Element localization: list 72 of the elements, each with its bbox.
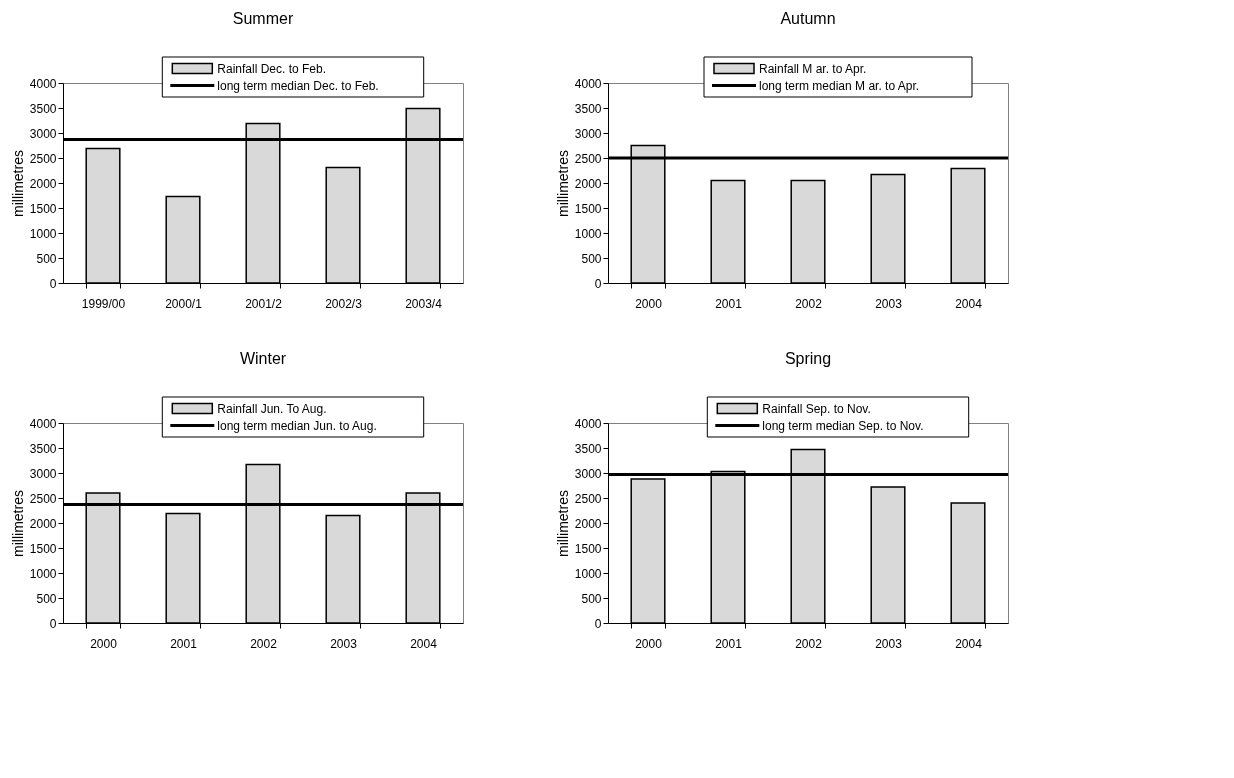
y-tick-label: 1500 bbox=[574, 541, 602, 556]
x-tick-label: 2004 bbox=[955, 636, 983, 651]
y-tick-label: 1500 bbox=[29, 201, 57, 216]
y-tick-label: 2500 bbox=[574, 151, 602, 166]
x-tick-label: 2002 bbox=[250, 636, 278, 651]
y-axis-title: millimetres bbox=[9, 490, 26, 557]
y-tick-label: 4000 bbox=[29, 76, 57, 91]
y-tick-label: 3000 bbox=[29, 466, 57, 481]
chart-title: Summer bbox=[232, 9, 294, 27]
y-tick-label: 3000 bbox=[29, 126, 57, 141]
x-tick-label: 2000 bbox=[635, 296, 663, 311]
y-axis-title: millimetres bbox=[9, 150, 26, 217]
legend-label: Rainfall Jun. To Aug. bbox=[217, 401, 327, 416]
x-tick-label: 2002 bbox=[795, 636, 823, 651]
x-tick-label: 2000 bbox=[635, 636, 663, 651]
x-tick-label: 2003/4 bbox=[405, 296, 443, 311]
y-tick-label: 4000 bbox=[574, 416, 602, 431]
y-tick-label: 3500 bbox=[29, 441, 57, 456]
y-tick-label: 500 bbox=[36, 591, 57, 606]
chart-title: Spring bbox=[784, 349, 832, 367]
y-tick-label: 1000 bbox=[29, 226, 57, 241]
x-tick-label: 2004 bbox=[955, 296, 983, 311]
y-tick-label: 2500 bbox=[29, 491, 57, 506]
x-tick-label: 2001/2 bbox=[245, 296, 283, 311]
x-tick-label: 2002 bbox=[795, 296, 823, 311]
y-tick-label: 4000 bbox=[574, 76, 602, 91]
y-tick-label: 500 bbox=[36, 251, 57, 266]
y-tick-label: 0 bbox=[594, 616, 602, 631]
legend-label: long term median Jun. to Aug. bbox=[217, 418, 377, 433]
x-tick-label: 2001 bbox=[715, 636, 743, 651]
y-tick-label: 1500 bbox=[574, 201, 602, 216]
y-tick-label: 0 bbox=[49, 276, 57, 291]
x-tick-label: 2003 bbox=[875, 296, 903, 311]
x-tick-label: 2002/3 bbox=[325, 296, 363, 311]
x-tick-label: 2000/1 bbox=[165, 296, 203, 311]
y-tick-label: 0 bbox=[594, 276, 602, 291]
y-tick-label: 3500 bbox=[574, 101, 602, 116]
y-tick-label: 2500 bbox=[574, 491, 602, 506]
legend-label: Rainfall M ar. to Apr. bbox=[759, 61, 867, 76]
y-tick-label: 1500 bbox=[29, 541, 57, 556]
x-tick-label: 2003 bbox=[875, 636, 903, 651]
y-tick-label: 3500 bbox=[574, 441, 602, 456]
y-tick-label: 2000 bbox=[29, 176, 57, 191]
legend-label: Rainfall Sep. to Nov. bbox=[762, 401, 871, 416]
x-tick-label: 2000 bbox=[90, 636, 118, 651]
chart-title: Winter bbox=[239, 349, 287, 367]
y-tick-label: 4000 bbox=[29, 416, 57, 431]
x-tick-label: 2001 bbox=[170, 636, 198, 651]
y-tick-label: 2500 bbox=[29, 151, 57, 166]
y-tick-label: 2000 bbox=[574, 176, 602, 191]
legend-label: Rainfall Dec. to Feb. bbox=[217, 61, 327, 76]
y-tick-label: 1000 bbox=[29, 566, 57, 581]
y-tick-label: 2000 bbox=[574, 516, 602, 531]
chart-title: Autumn bbox=[780, 9, 836, 27]
y-tick-label: 2000 bbox=[29, 516, 57, 531]
y-tick-label: 1000 bbox=[574, 226, 602, 241]
y-axis-title: millimetres bbox=[554, 150, 571, 217]
y-tick-label: 500 bbox=[581, 251, 602, 266]
y-tick-label: 3000 bbox=[574, 466, 602, 481]
legend-label: long term median M ar. to Apr. bbox=[759, 78, 920, 93]
y-tick-label: 1000 bbox=[574, 566, 602, 581]
x-tick-label: 2001 bbox=[715, 296, 743, 311]
y-axis-title: millimetres bbox=[554, 490, 571, 557]
x-tick-label: 2004 bbox=[410, 636, 438, 651]
x-tick-label: 1999/00 bbox=[81, 296, 126, 311]
y-tick-label: 0 bbox=[49, 616, 57, 631]
y-tick-label: 500 bbox=[581, 591, 602, 606]
legend-label: long term median Sep. to Nov. bbox=[762, 418, 924, 433]
x-tick-label: 2003 bbox=[330, 636, 358, 651]
y-tick-label: 3500 bbox=[29, 101, 57, 116]
y-tick-label: 3000 bbox=[574, 126, 602, 141]
legend-label: long term median Dec. to Feb. bbox=[217, 78, 379, 93]
